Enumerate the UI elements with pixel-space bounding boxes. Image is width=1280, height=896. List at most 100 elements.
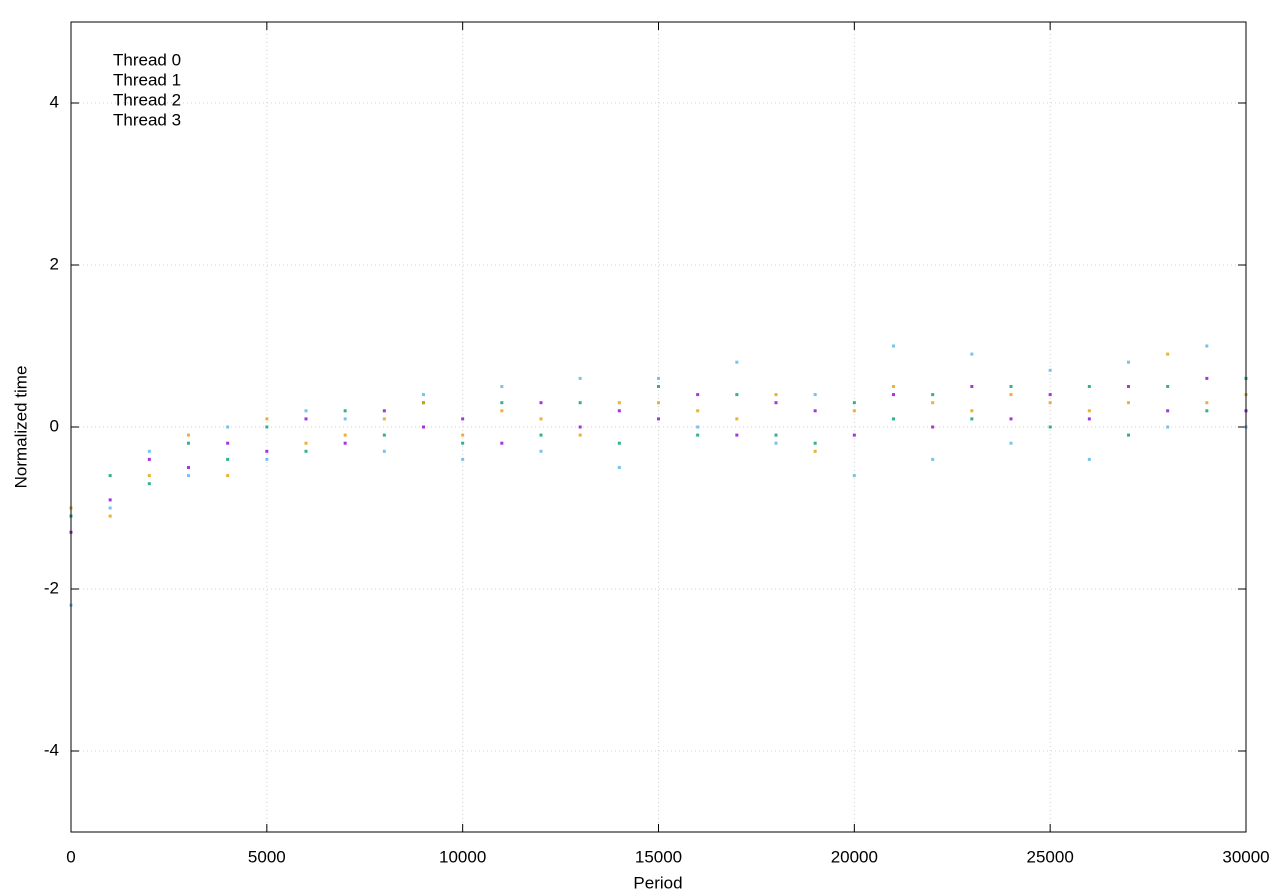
point — [1127, 433, 1130, 437]
point — [970, 352, 974, 356]
point — [852, 409, 856, 413]
point — [813, 409, 817, 413]
point — [343, 409, 347, 413]
point — [539, 417, 543, 421]
y-tick-label: 2 — [50, 254, 59, 273]
point — [226, 425, 230, 429]
point — [461, 433, 465, 437]
point — [147, 449, 151, 453]
point — [147, 474, 151, 478]
legend-label: Thread 2 — [113, 90, 181, 109]
point — [774, 441, 778, 445]
point — [108, 514, 112, 518]
point — [657, 376, 660, 380]
point — [422, 401, 425, 405]
point — [892, 385, 895, 388]
point — [1166, 409, 1170, 413]
point — [500, 385, 504, 388]
point — [657, 417, 660, 421]
point — [304, 417, 308, 421]
point — [226, 457, 230, 461]
point — [226, 441, 230, 445]
point — [1127, 385, 1130, 388]
point — [735, 433, 739, 437]
point — [265, 457, 269, 461]
legend-label: Thread 0 — [113, 50, 181, 69]
point — [187, 433, 190, 437]
point — [1166, 352, 1170, 356]
point — [1127, 401, 1130, 405]
point — [931, 457, 935, 461]
legend-label: Thread 1 — [113, 70, 181, 89]
point — [500, 401, 504, 405]
point — [500, 409, 504, 413]
point — [1048, 401, 1052, 405]
point — [735, 393, 739, 397]
point — [813, 441, 817, 445]
point — [1127, 360, 1130, 364]
point — [1009, 393, 1013, 397]
point — [265, 449, 269, 453]
point — [813, 393, 817, 397]
point — [187, 474, 190, 478]
x-tick-label: 0 — [66, 847, 75, 866]
point — [1205, 401, 1209, 405]
point — [147, 482, 151, 486]
point — [931, 425, 935, 429]
point — [892, 393, 895, 397]
point — [1205, 344, 1209, 348]
point — [108, 506, 112, 510]
point — [696, 425, 700, 429]
point — [461, 457, 465, 461]
legend-label: Thread 3 — [113, 110, 181, 129]
point — [852, 401, 856, 405]
point — [774, 433, 778, 437]
point — [343, 417, 347, 421]
point — [422, 425, 425, 429]
point — [108, 474, 112, 478]
y-tick-label: 4 — [50, 92, 59, 111]
point — [657, 401, 660, 405]
point — [1087, 409, 1091, 413]
x-tick-label: 30000 — [1222, 847, 1269, 866]
point — [1009, 385, 1013, 388]
point — [735, 417, 739, 421]
point — [1048, 425, 1052, 429]
point — [304, 449, 308, 453]
point — [1048, 393, 1052, 397]
point — [304, 441, 308, 445]
point — [970, 409, 974, 413]
point — [304, 409, 308, 413]
point — [578, 433, 582, 437]
point — [657, 385, 660, 388]
point — [1048, 368, 1052, 372]
x-tick-label: 25000 — [1027, 847, 1074, 866]
point — [343, 441, 347, 445]
x-tick-label: 10000 — [439, 847, 486, 866]
point — [617, 466, 621, 469]
point — [852, 474, 856, 478]
point — [382, 433, 386, 437]
point — [696, 393, 700, 397]
point — [578, 376, 582, 380]
point — [187, 441, 190, 445]
point — [1166, 425, 1170, 429]
point — [813, 449, 817, 453]
point — [578, 425, 582, 429]
point — [696, 409, 700, 413]
plot-border — [70, 21, 1247, 833]
point — [187, 466, 190, 469]
point — [970, 417, 974, 421]
point — [382, 417, 386, 421]
point — [1205, 409, 1209, 413]
point — [892, 344, 895, 348]
point — [735, 360, 739, 364]
point — [931, 401, 935, 405]
point — [578, 401, 582, 405]
point — [1009, 417, 1013, 421]
point — [461, 417, 465, 421]
point — [382, 409, 386, 413]
point — [226, 474, 230, 478]
point — [343, 433, 347, 437]
